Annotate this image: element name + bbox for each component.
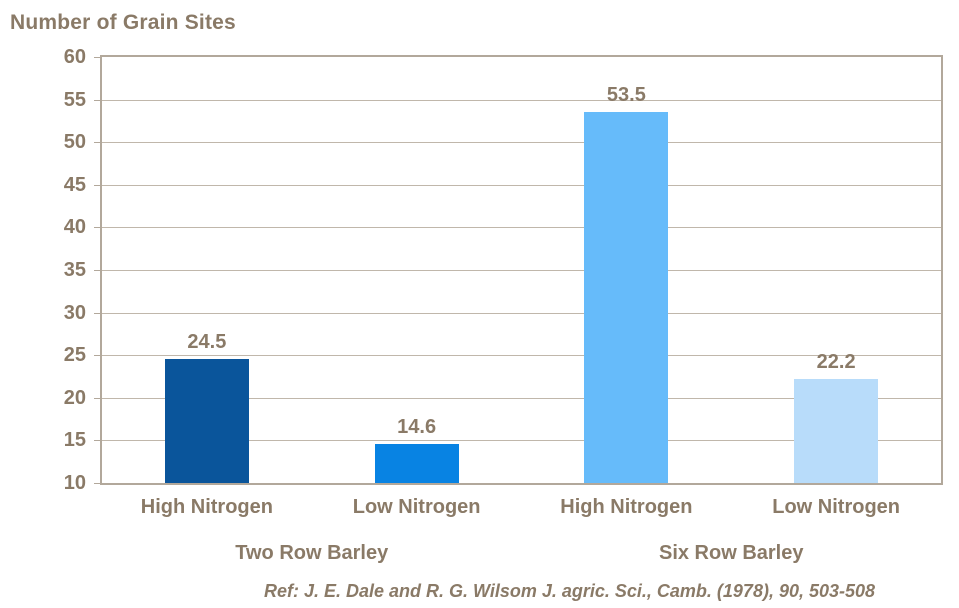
chart-title: Number of Grain Sites — [10, 11, 236, 34]
gridline — [102, 355, 941, 357]
y-axis-tick — [94, 57, 102, 58]
gridline — [102, 227, 941, 229]
gridline — [102, 397, 941, 399]
bar-value-label: 53.5 — [606, 84, 646, 107]
x-group-label: Six Row Barley — [658, 542, 804, 564]
y-axis-tick — [94, 397, 102, 399]
y-axis-tick — [94, 312, 102, 314]
y-axis-tick — [94, 483, 102, 484]
bar — [584, 112, 669, 483]
bar-value-label: 24.5 — [187, 331, 227, 354]
gridline — [102, 99, 941, 101]
gridline — [102, 184, 941, 186]
y-axis-label: 40 — [63, 216, 86, 239]
y-axis-label: 15 — [63, 429, 86, 452]
y-axis-label: 60 — [63, 46, 86, 68]
y-axis-label: 50 — [63, 131, 86, 154]
bar — [164, 359, 249, 483]
x-category-label: High Nitrogen — [140, 496, 273, 518]
bar — [794, 379, 879, 483]
plot-area: 24.5 14.6 53.5 22.2 — [100, 55, 943, 485]
x-category-label: High Nitrogen — [560, 496, 693, 518]
gridline — [102, 440, 941, 442]
y-axis-label: 45 — [63, 173, 86, 196]
gridline — [102, 312, 941, 314]
y-axis-tick — [94, 142, 102, 144]
y-axis-label: 55 — [63, 88, 86, 111]
gridline — [102, 270, 941, 271]
reference-citation: Ref: J. E. Dale and R. G. Wilsom J. agri… — [263, 581, 876, 601]
y-axis-tick — [94, 184, 102, 186]
x-category-label: Low Nitrogen — [772, 496, 900, 518]
y-axis-label: 30 — [63, 301, 86, 324]
y-axis-label: 10 — [63, 472, 86, 494]
bar — [374, 443, 459, 483]
y-axis-tick — [94, 440, 102, 442]
y-axis-tick — [94, 227, 102, 229]
x-category-label: Low Nitrogen — [352, 496, 481, 518]
bar-value-label: 14.6 — [397, 415, 437, 438]
bar-value-label: 22.2 — [816, 351, 856, 374]
y-axis-label: 35 — [63, 259, 86, 281]
gridline — [102, 142, 941, 144]
y-axis-tick — [94, 99, 102, 101]
y-axis-tick — [94, 355, 102, 357]
y-axis-label: 25 — [63, 344, 86, 367]
y-axis-tick — [94, 270, 102, 271]
y-axis-label: 20 — [63, 386, 86, 409]
x-group-label: Two Row Barley — [235, 542, 389, 564]
